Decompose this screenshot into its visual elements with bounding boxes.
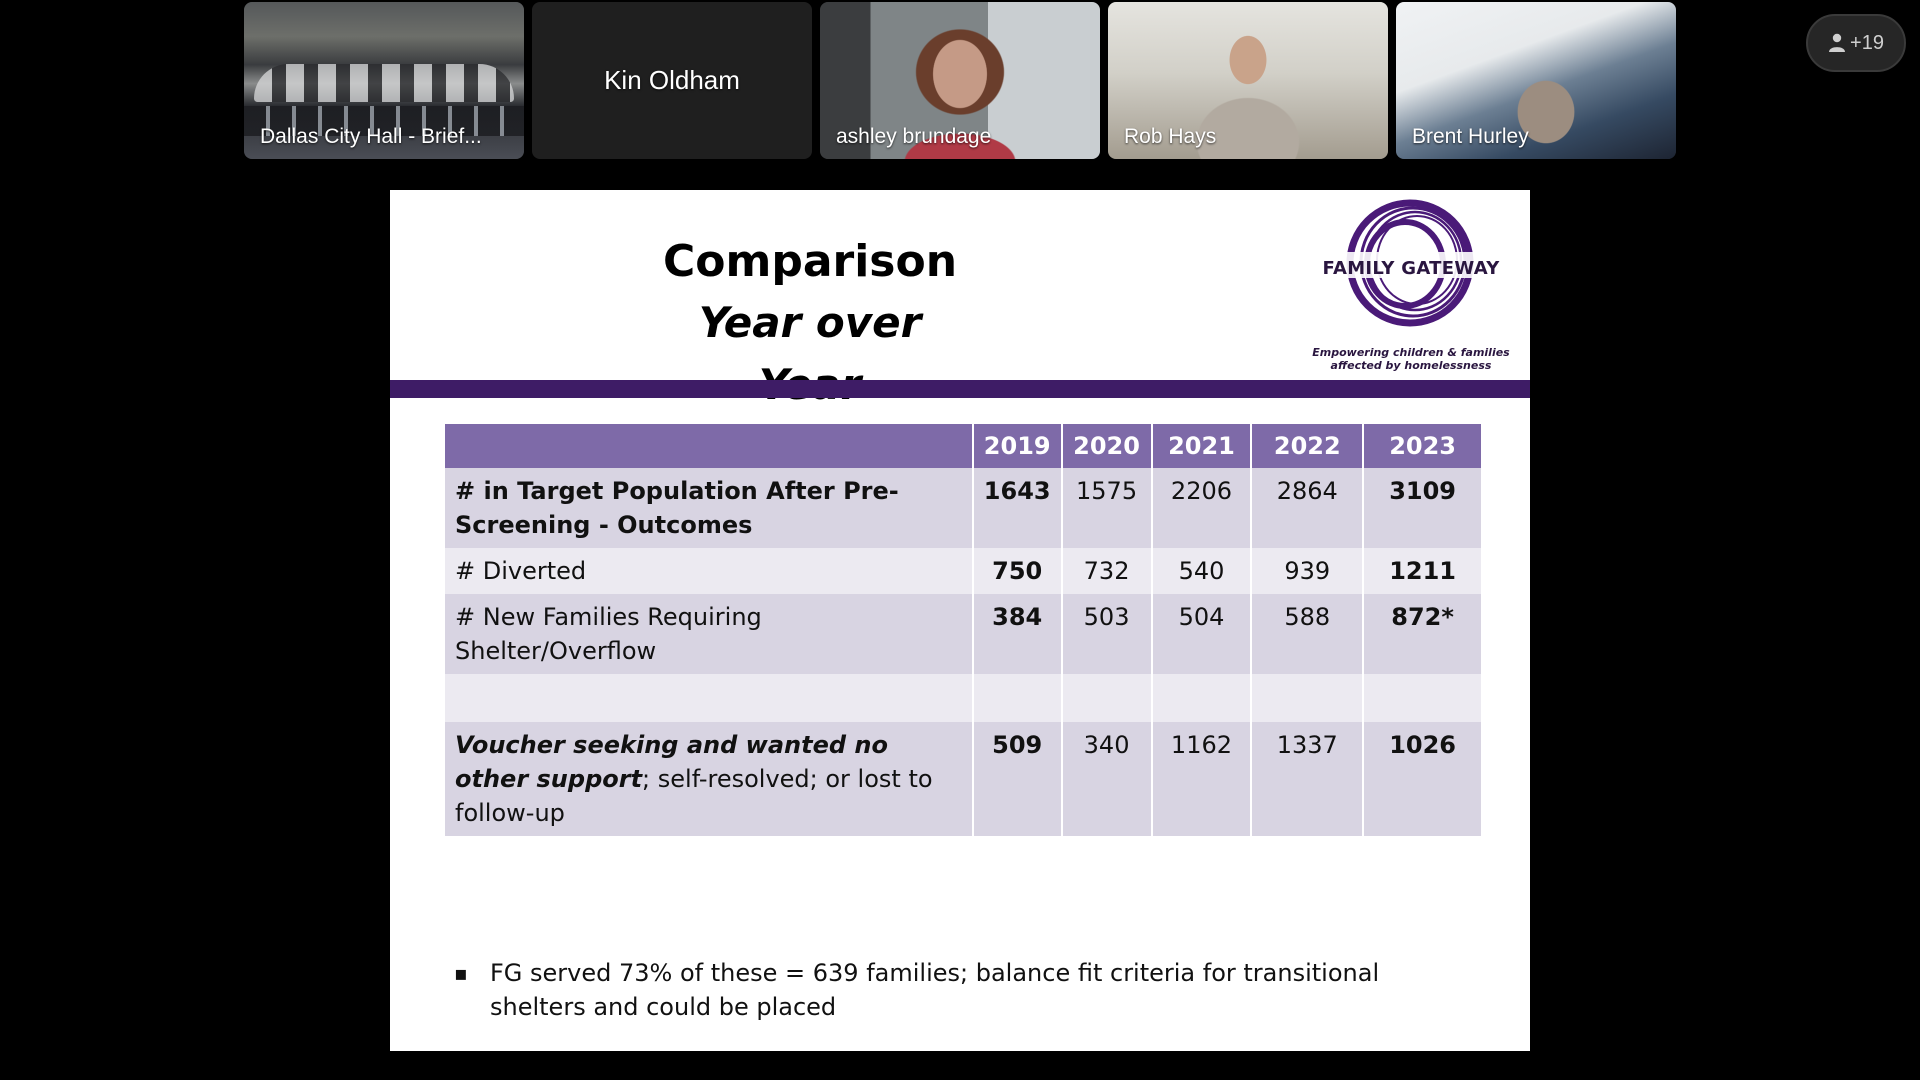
person-icon (1829, 33, 1846, 52)
table-cell (1363, 674, 1481, 722)
table-header-cell (445, 424, 974, 468)
table-cell: 1211 (1363, 548, 1481, 594)
table-row: # Diverted 750 732 540 939 1211 (445, 548, 1481, 594)
slide-footnote: ▪ FG served 73% of these = 639 families;… (454, 956, 1474, 1024)
logo-tagline-line1: Empowering children & families (1312, 346, 1510, 359)
family-gateway-logo: FAMILY GATEWAY Empowering children & fam… (1305, 198, 1517, 372)
title-divider-bar (390, 380, 1530, 398)
table-row: # New Families Requiring Shelter/Overflo… (445, 594, 1481, 674)
table-header-cell: 2021 (1151, 424, 1253, 468)
participant-tile-ashley-brundage[interactable]: ashley brundage (820, 2, 1100, 159)
table-cell: 509 (972, 722, 1063, 836)
table-row: # in Target Population After Pre-Screeni… (445, 468, 1481, 548)
table-cell: 939 (1251, 548, 1365, 594)
table-cell (1061, 674, 1153, 722)
table-cell: 732 (1061, 548, 1153, 594)
logo-ring-icon (1345, 199, 1475, 327)
table-header-cell: 2023 (1363, 424, 1481, 468)
footnote-text: FG served 73% of these = 639 families; b… (490, 959, 1380, 1021)
table-cell: 872* (1363, 594, 1481, 674)
participant-name: Dallas City Hall - Brief... (260, 125, 482, 148)
participant-name: Kin Oldham (604, 65, 740, 95)
table-row-empty (445, 674, 1481, 722)
participant-video (1396, 2, 1676, 159)
table-header-cell: 2020 (1061, 424, 1153, 468)
shared-slide: Comparison Year over Year FAMILY GATEWAY… (390, 190, 1530, 1051)
table-cell: 1575 (1061, 468, 1153, 548)
participant-name: Brent Hurley (1412, 125, 1529, 148)
table-cell: 1026 (1363, 722, 1481, 836)
table-cell (1251, 674, 1365, 722)
more-participants-count: +19 (1850, 31, 1884, 54)
table-cell (1151, 674, 1253, 722)
row-label-rest: ; self-resolved; or lost to follow-up (455, 765, 933, 827)
more-participants-button[interactable]: +19 (1806, 14, 1906, 72)
table-cell: 3109 (1363, 468, 1481, 548)
row-label: # in Target Population After Pre-Screeni… (445, 468, 974, 548)
table-cell: 2206 (1151, 468, 1253, 548)
table-cell: 504 (1151, 594, 1253, 674)
bullet-icon: ▪ (454, 961, 468, 985)
row-label (445, 674, 974, 722)
participant-tile-kin-oldham[interactable]: Kin Oldham (532, 2, 812, 159)
participant-tile-rob-hays[interactable]: Rob Hays (1108, 2, 1388, 159)
table-cell: 750 (972, 548, 1063, 594)
participant-video (1108, 2, 1388, 159)
table-cell: 503 (1061, 594, 1153, 674)
logo-name: FAMILY GATEWAY (1322, 258, 1500, 279)
participant-tile-brent-hurley[interactable]: Brent Hurley (1396, 2, 1676, 159)
table-cell: 540 (1151, 548, 1253, 594)
logo-tagline: Empowering children & families affected … (1305, 346, 1517, 372)
row-label: # New Families Requiring Shelter/Overflo… (445, 594, 974, 674)
participant-video (820, 2, 1100, 159)
table-cell: 1337 (1251, 722, 1365, 836)
table-cell: 2864 (1251, 468, 1365, 548)
slide-title-line1: Comparison (662, 236, 958, 287)
logo-tagline-line2: affected by homelessness (1330, 359, 1492, 372)
participant-name: ashley brundage (836, 125, 992, 148)
table-cell: 384 (972, 594, 1063, 674)
comparison-table: 2019 2020 2021 2022 2023 # in Target Pop… (445, 424, 1481, 836)
table-cell: 1643 (972, 468, 1063, 548)
table-header-cell: 2022 (1251, 424, 1365, 468)
participant-name: Rob Hays (1124, 125, 1217, 148)
row-label: # Diverted (445, 548, 974, 594)
table-cell: 1162 (1151, 722, 1253, 836)
table-cell: 588 (1251, 594, 1365, 674)
table-cell: 340 (1061, 722, 1153, 836)
table-header-row: 2019 2020 2021 2022 2023 (445, 424, 1481, 468)
table-row: Voucher seeking and wanted no other supp… (445, 722, 1481, 836)
row-label-emphasis: Voucher seeking and wanted no other supp… (455, 731, 888, 793)
participant-video (244, 2, 524, 159)
participant-tile-dallas-city-hall[interactable]: Dallas City Hall - Brief... (244, 2, 524, 159)
table-header-cell: 2019 (972, 424, 1063, 468)
row-label: Voucher seeking and wanted no other supp… (445, 722, 974, 836)
table-cell (972, 674, 1063, 722)
